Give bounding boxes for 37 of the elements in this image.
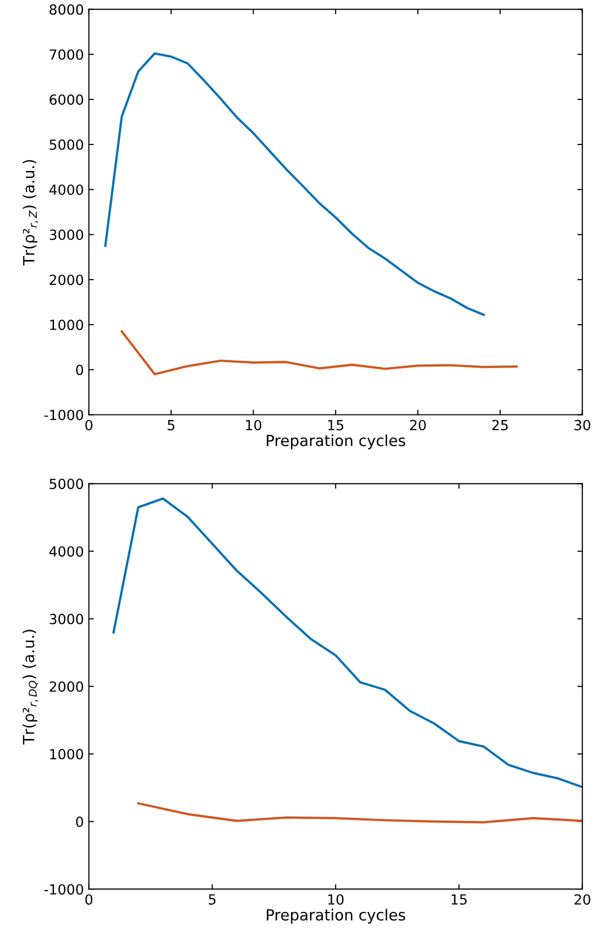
- y-tick-label: 5000: [50, 139, 84, 150]
- x-tick-label: 0: [85, 420, 92, 430]
- x-tick-label: 0: [85, 894, 92, 905]
- y-tick-label: 6000: [50, 94, 84, 105]
- y-tick-label: 2000: [50, 274, 84, 286]
- x-tick-label: 25: [492, 420, 508, 430]
- y-tick-label: 0: [76, 364, 84, 376]
- y-tick-label: 3000: [50, 230, 84, 240]
- line-series: [112, 497, 582, 788]
- x-tick-label: 10: [246, 420, 262, 430]
- line-series: [104, 52, 485, 316]
- y-axis-title: Tr(ρ²$_{r,DQ}$) (a.u.): [22, 630, 38, 744]
- y-tick-label: -1000: [44, 410, 84, 420]
- x-tick-label: 20: [410, 420, 426, 430]
- y-tick-label: 4000: [49, 546, 84, 557]
- y-tick-label: 5000: [50, 478, 84, 490]
- y-tick-label: 8000: [50, 4, 84, 15]
- y-tick-label: 0: [76, 816, 84, 828]
- x-tick-label: 20: [574, 894, 590, 905]
- x-tick-label: 15: [328, 420, 344, 430]
- y-tick-label: 2000: [50, 681, 84, 692]
- x-tick-label: 15: [452, 894, 467, 905]
- y-tick-label: 3000: [50, 614, 84, 624]
- x-axis-title: Preparation cycles: [266, 908, 406, 924]
- y-tick-label: 1000: [50, 748, 84, 760]
- line-series: [120, 330, 518, 376]
- line-series: [137, 802, 582, 824]
- x-tick-label: 30: [574, 420, 590, 430]
- y-tick-label: 7000: [50, 49, 84, 60]
- x-tick-label: 10: [328, 894, 344, 905]
- y-tick-label: 4000: [49, 184, 84, 195]
- x-tick-label: 5: [168, 420, 174, 430]
- y-axis-title: Tr(ρ²$_{r,Z}$) (a.u.): [22, 160, 38, 266]
- y-tick-label: 1000: [50, 320, 84, 330]
- x-tick-label: 5: [208, 894, 216, 905]
- x-axis-title: Preparation cycles: [266, 434, 406, 450]
- y-tick-label: -1000: [44, 884, 84, 895]
